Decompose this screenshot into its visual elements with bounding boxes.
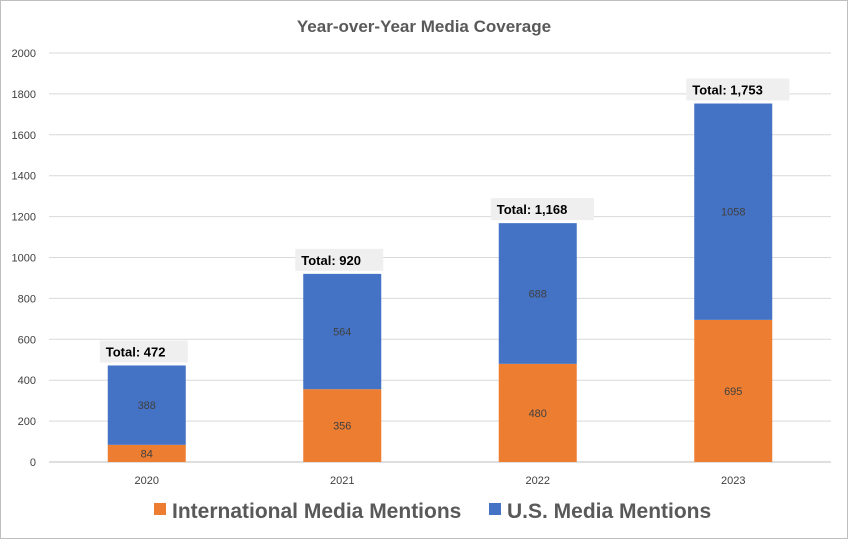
data-label: 388 <box>138 400 156 412</box>
data-label: 356 <box>333 421 351 433</box>
data-label: 480 <box>529 408 547 420</box>
bar-segment <box>303 273 382 390</box>
data-label: 688 <box>529 288 547 300</box>
total-label-box <box>686 78 790 101</box>
legend-label: U.S. Media Mentions <box>507 500 711 523</box>
y-tick-label: 1600 <box>12 130 36 142</box>
data-label: 695 <box>724 386 742 398</box>
total-label: Total: 920 <box>301 253 361 268</box>
y-tick-label: 1000 <box>12 253 36 265</box>
data-label: 84 <box>141 448 153 460</box>
data-label: 564 <box>333 327 351 339</box>
y-tick-label: 1200 <box>12 212 36 224</box>
y-tick-label: 2000 <box>12 48 36 60</box>
x-tick-label: 2022 <box>526 475 550 487</box>
legend-swatch <box>489 503 501 515</box>
y-tick-label: 600 <box>18 334 36 346</box>
x-tick-label: 2020 <box>135 475 159 487</box>
legend-swatch <box>154 503 166 515</box>
y-tick-label: 200 <box>18 416 36 428</box>
total-label: Total: 1,753 <box>692 83 763 98</box>
total-label-box <box>295 248 384 271</box>
y-tick-label: 1800 <box>12 89 36 101</box>
x-axis: 2020 2021 2022 2023 <box>135 475 746 487</box>
chart-title: Year-over-Year Media Coverage <box>297 17 551 36</box>
bar-segment <box>107 365 186 445</box>
bar-segment <box>498 223 577 364</box>
bar-segment <box>694 103 773 320</box>
bar-segment <box>303 389 382 462</box>
legend: International Media Mentions U.S. Media M… <box>154 500 711 523</box>
y-axis: 0 200 400 600 800 1000 1200 1400 1600 1800 2000 <box>12 48 36 469</box>
total-label: Total: 1,168 <box>497 202 568 217</box>
x-tick-label: 2023 <box>721 475 745 487</box>
total-label-box <box>490 198 594 221</box>
y-tick-label: 400 <box>18 375 36 387</box>
total-label-box <box>99 340 188 363</box>
legend-label: International Media Mentions <box>172 500 461 523</box>
y-tick-label: 1400 <box>12 171 36 183</box>
y-tick-label: 800 <box>18 293 36 305</box>
bars: 84 388 Total: 472 356 564 Total: 920 480 688 Tot… <box>99 78 790 462</box>
bar-segment <box>498 363 577 462</box>
y-tick-label: 0 <box>30 457 36 469</box>
bar-segment <box>107 444 186 462</box>
total-label: Total: 472 <box>106 344 166 359</box>
bar-segment <box>694 319 773 462</box>
x-tick-label: 2021 <box>330 475 354 487</box>
data-label: 1058 <box>721 207 745 219</box>
